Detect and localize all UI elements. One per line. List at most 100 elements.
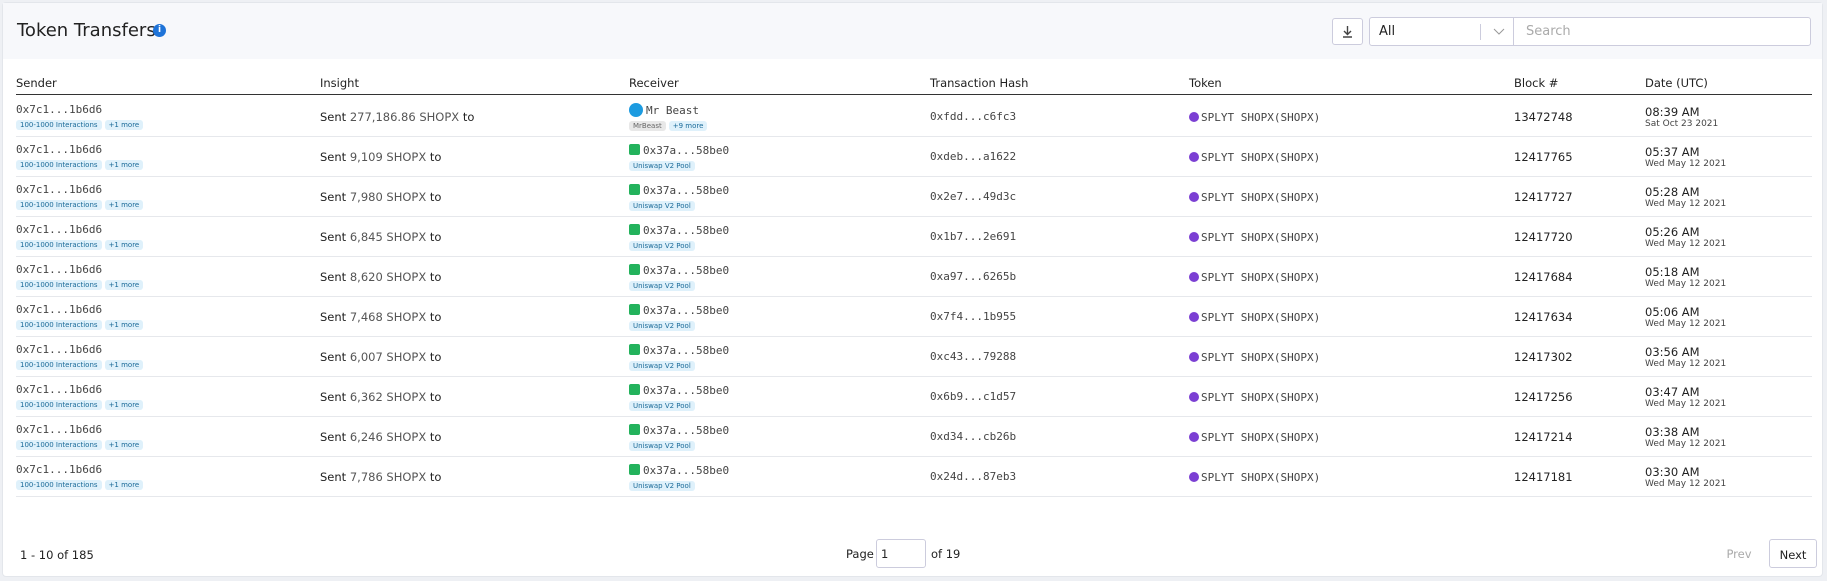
- sender-address[interactable]: 0x7c1...1b6d6: [16, 143, 103, 156]
- column-header: Receiver: [629, 75, 679, 90]
- prev-button[interactable]: Prev: [1726, 547, 1752, 561]
- preposition: to: [429, 149, 442, 164]
- sender-cell: 0x7c1...1b6d6 100-1000 Interactions +1 mor…: [16, 103, 320, 130]
- transaction-hash[interactable]: 0xfdd...c6fc3: [930, 110, 1017, 123]
- sender-address[interactable]: 0x7c1...1b6d6: [16, 383, 103, 396]
- tag: 100-1000 Interactions: [16, 120, 102, 130]
- transaction-hash[interactable]: 0x1b7...2e691: [930, 230, 1017, 243]
- token-name[interactable]: SPLYT SHOPX(SHOPX): [1201, 350, 1321, 364]
- sender-cell: 0x7c1...1b6d6 100-1000 Interactions +1 mor…: [16, 383, 320, 410]
- token-name[interactable]: SPLYT SHOPX(SHOPX): [1201, 430, 1321, 444]
- sender-address[interactable]: 0x7c1...1b6d6: [16, 263, 103, 276]
- block-number[interactable]: 12417634: [1514, 309, 1573, 324]
- token-name[interactable]: SPLYT SHOPX(SHOPX): [1201, 470, 1321, 484]
- info-icon[interactable]: i: [153, 24, 166, 37]
- receiver-address[interactable]: 0x37a...58be0: [643, 303, 730, 317]
- tag: 100-1000 Interactions: [16, 480, 102, 490]
- token-name[interactable]: SPLYT SHOPX(SHOPX): [1201, 110, 1321, 124]
- sender-address[interactable]: 0x7c1...1b6d6: [16, 223, 103, 236]
- receiver-icon: [629, 223, 640, 235]
- transaction-hash[interactable]: 0xd34...cb26b: [930, 430, 1017, 443]
- block-number[interactable]: 12417256: [1514, 389, 1573, 404]
- receiver-address[interactable]: 0x37a...58be0: [643, 143, 730, 157]
- date-cell: 03:30 AM Wed May 12 2021: [1645, 465, 1812, 489]
- receiver-address[interactable]: 0x37a...58be0: [643, 263, 730, 277]
- preposition: to: [429, 349, 442, 364]
- tag: Uniswap V2 Pool: [629, 400, 695, 411]
- token-cell: SPLYT SHOPX(SHOPX): [1189, 430, 1514, 444]
- search-input[interactable]: Search: [1513, 17, 1811, 46]
- search-placeholder: Search: [1526, 24, 1571, 39]
- tag: Uniswap V2 Pool: [629, 240, 695, 251]
- token-name[interactable]: SPLYT SHOPX(SHOPX): [1201, 190, 1321, 204]
- sender-address[interactable]: 0x7c1...1b6d6: [16, 303, 103, 316]
- block-number[interactable]: 12417727: [1514, 189, 1573, 204]
- receiver-address[interactable]: Mr Beast: [646, 103, 699, 117]
- page-input[interactable]: 1: [876, 539, 926, 568]
- receiver-cell: 0x37a...58be0 Uniswap V2 Pool: [629, 343, 930, 371]
- token-icon: [1189, 391, 1199, 402]
- transaction-hash[interactable]: 0x7f4...1b955: [930, 310, 1017, 323]
- receiver-cell: Mr Beast MrBeast +9 more: [629, 102, 930, 131]
- token-cell: SPLYT SHOPX(SHOPX): [1189, 350, 1514, 364]
- sender-address[interactable]: 0x7c1...1b6d6: [16, 183, 103, 196]
- transaction-hash[interactable]: 0x2e7...49d3c: [930, 190, 1017, 203]
- table-row: 0x7c1...1b6d6 100-1000 Interactions +1 mor…: [16, 417, 1812, 457]
- header: Token Transfers i All Search: [3, 3, 1822, 59]
- block-number[interactable]: 12417214: [1514, 429, 1573, 444]
- sender-tags: 100-1000 Interactions +1 more: [16, 396, 320, 410]
- sender-tags: 100-1000 Interactions +1 more: [16, 316, 320, 330]
- token-name[interactable]: SPLYT SHOPX(SHOPX): [1201, 310, 1321, 324]
- range: 1 - 10 of 185: [20, 548, 94, 562]
- receiver-cell: 0x37a...58be0 Uniswap V2 Pool: [629, 383, 930, 411]
- preposition: to: [429, 389, 442, 404]
- block-number[interactable]: 12417302: [1514, 349, 1573, 364]
- token-name[interactable]: SPLYT SHOPX(SHOPX): [1201, 270, 1321, 284]
- receiver-tags: MrBeast +9 more: [629, 117, 930, 131]
- preposition: to: [429, 469, 442, 484]
- receiver-line: Mr Beast: [629, 102, 930, 117]
- receiver-address[interactable]: 0x37a...58be0: [643, 423, 730, 437]
- receiver-icon: [629, 343, 640, 355]
- sender-address[interactable]: 0x7c1...1b6d6: [16, 103, 103, 116]
- transaction-hash[interactable]: 0x24d...87eb3: [930, 470, 1017, 483]
- token-name[interactable]: SPLYT SHOPX(SHOPX): [1201, 390, 1321, 404]
- filter-select[interactable]: All: [1369, 17, 1514, 46]
- transaction-hash[interactable]: 0xdeb...a1622: [930, 150, 1017, 163]
- token-name[interactable]: SPLYT SHOPX(SHOPX): [1201, 150, 1321, 164]
- tag: Uniswap V2 Pool: [629, 280, 695, 291]
- amount: 9,109 SHOPX: [349, 149, 427, 164]
- block-number[interactable]: 12417765: [1514, 149, 1573, 164]
- sender-tags: 100-1000 Interactions +1 more: [16, 196, 320, 210]
- table-row: 0x7c1...1b6d6 100-1000 Interactions +1 mor…: [16, 97, 1812, 137]
- transaction-hash[interactable]: 0xc43...79288: [930, 350, 1017, 363]
- next-button[interactable]: Next: [1769, 539, 1817, 568]
- transaction-hash[interactable]: 0x6b9...c1d57: [930, 390, 1017, 403]
- block-number[interactable]: 12417684: [1514, 269, 1573, 284]
- title: Token Transfers: [17, 20, 156, 41]
- sender-address[interactable]: 0x7c1...1b6d6: [16, 343, 103, 356]
- amount: 7,786 SHOPX: [349, 469, 427, 484]
- receiver-icon: [629, 143, 640, 155]
- receiver-address[interactable]: 0x37a...58be0: [643, 463, 730, 477]
- receiver-address[interactable]: 0x37a...58be0: [643, 183, 730, 197]
- date: Wed May 12 2021: [1645, 238, 1727, 249]
- receiver-address[interactable]: 0x37a...58be0: [643, 383, 730, 397]
- sender-address[interactable]: 0x7c1...1b6d6: [16, 463, 103, 476]
- receiver-address[interactable]: 0x37a...58be0: [643, 223, 730, 237]
- download-button[interactable]: [1332, 18, 1363, 45]
- table-row: 0x7c1...1b6d6 100-1000 Interactions +1 mor…: [16, 377, 1812, 417]
- sender-address[interactable]: 0x7c1...1b6d6: [16, 423, 103, 436]
- amount: 7,468 SHOPX: [349, 309, 427, 324]
- sender-cell: 0x7c1...1b6d6 100-1000 Interactions +1 mor…: [16, 183, 320, 210]
- block-number[interactable]: 13472748: [1514, 109, 1573, 124]
- block-number[interactable]: 12417720: [1514, 229, 1573, 244]
- receiver-cell: 0x37a...58be0 Uniswap V2 Pool: [629, 143, 930, 171]
- block-number[interactable]: 12417181: [1514, 469, 1573, 484]
- receiver-address[interactable]: 0x37a...58be0: [643, 343, 730, 357]
- token-cell: SPLYT SHOPX(SHOPX): [1189, 470, 1514, 484]
- tag: 100-1000 Interactions: [16, 320, 102, 330]
- token-name[interactable]: SPLYT SHOPX(SHOPX): [1201, 230, 1321, 244]
- token-icon: [1189, 271, 1199, 282]
- transaction-hash[interactable]: 0xa97...6265b: [930, 270, 1017, 283]
